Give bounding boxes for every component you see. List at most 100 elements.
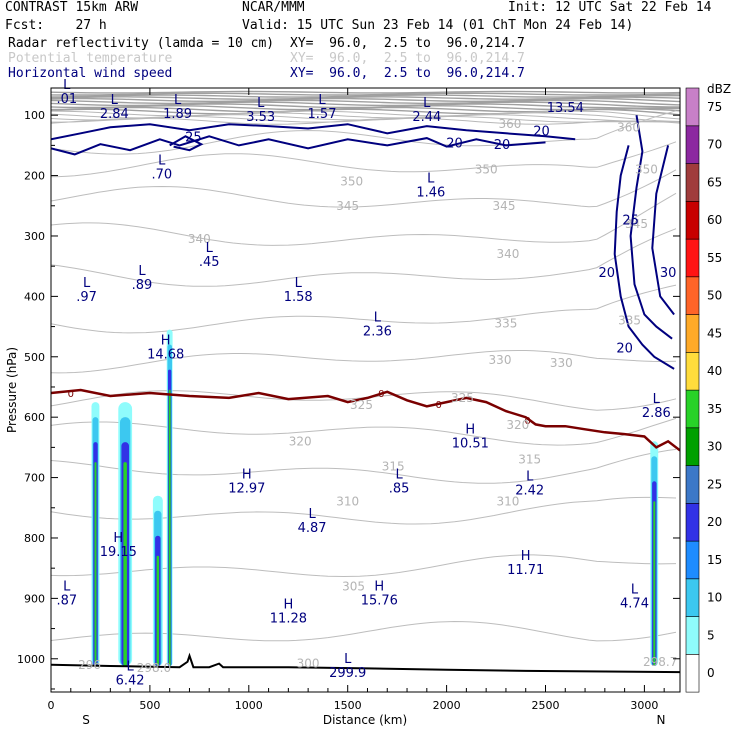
theta-label: 345 [625,217,648,231]
theta-label: 340 [496,247,519,261]
extremum-value: 19.15 [100,545,137,560]
upper-theta-line [51,92,680,96]
upper-theta-line [51,108,680,116]
extremum-value: .85 [389,482,410,497]
extremum-type: H [284,598,294,613]
x-tick-label: 2500 [531,699,559,712]
center-label: NCAR/MMM [242,0,305,15]
extremum-type: L [63,78,71,93]
reflectivity-band [653,501,656,666]
extremum-type: L [395,468,403,483]
y-tick-label: 400 [24,290,45,303]
theta-label: 310 [336,495,359,509]
y-tick-label: 300 [24,230,45,243]
theta-contour [51,141,677,178]
freezing-level-label: 0 [525,416,531,427]
extremum-value: .45 [199,255,220,270]
wind-contour [651,145,675,316]
extremum-value: 4.87 [298,521,327,536]
theta-label: 350 [340,175,363,189]
north-end-label: N [657,713,666,727]
extremum-value: 2.36 [363,325,392,340]
colorbar-label: 0 [707,666,715,680]
colorbar-swatch [685,314,700,353]
theta-label: 298.0 [137,661,171,675]
theta-label: 340 [188,232,211,246]
extremum-type: L [526,469,534,484]
reflectivity-columns [91,329,659,666]
theta-label: 360 [617,120,640,134]
field-wind-name: Horizontal wind speed [8,66,173,81]
colorbar-unit: dBZ [707,82,731,96]
theta-label: 350 [475,163,498,177]
colorbar-swatch [685,616,700,655]
x-axis-title: Distance (km) [323,713,407,727]
extremum-type: L [158,154,166,169]
contour-labels: 360 360 350 350 350 345 345 345 340 340 335 335 330 3… [56,78,677,689]
field-theta-xy: XY= 96.0, 2.5 to 96.0,214.7 [290,51,525,66]
wind-contour [629,115,673,340]
wind-contour [169,135,204,152]
upper-theta-line [51,117,680,125]
extremum-type: L [344,652,352,667]
freezing-level-group: 0 0 0 0 [51,388,680,452]
extremum-value: .87 [56,593,77,608]
colorbar-swatch [685,502,700,542]
theta-contour [51,169,677,208]
extremum-type: L [174,93,182,108]
wind-contours [51,115,675,370]
theta-label: 350 [635,163,658,177]
y-tick-label: 600 [24,411,45,424]
reflectivity-colorbar: 0 5 10 15 20 25 30 35 40 45 50 55 60 65 70 75 dBZ [685,82,731,693]
colorbar-label: 40 [707,364,722,378]
colorbar-swatch [685,87,700,127]
model-title: CONTRAST 15km ARW [5,0,139,15]
upper-theta-line [51,116,680,123]
field-theta-name: Potential temperature [8,51,173,66]
extremum-value: .97 [76,290,97,305]
extremum-value: 2.86 [642,406,671,421]
extremum-type: L [206,241,214,256]
extremum-type: L [374,311,382,326]
extremum-type: L [63,579,71,594]
theta-label: 360 [498,117,521,131]
reflectivity-band [156,555,160,666]
terrain-group [51,652,680,674]
colorbar-label: 25 [707,477,722,491]
y-tick-label: 500 [24,351,45,364]
theta-label: 345 [493,199,516,213]
upper-theta-bundle [51,90,680,125]
colorbar-label: 45 [707,326,722,340]
theta-contour [51,496,677,525]
upper-theta-line [51,110,680,120]
upper-theta-line [51,94,680,98]
extremum-type: H [113,531,123,546]
wind-contour [51,135,546,156]
wind-label: 20 [446,136,463,151]
extremum-type: L [83,276,91,291]
init-time: Init: 12 UTC Sat 22 Feb 14 [508,0,712,15]
extremum-value: 11.28 [270,612,307,627]
colorbar-label: 15 [707,553,722,567]
extremum-value: 1.57 [308,107,337,122]
colorbar-label: 30 [707,440,722,454]
wind-label: 30 [660,266,677,281]
colorbar-label: 35 [707,402,722,416]
extremum-value: 6.42 [116,674,145,689]
wind-label: 25 [185,130,202,145]
theta-label: 300 [297,657,320,671]
wind-contour [51,123,576,141]
extremum-type: H [465,422,475,437]
theta-contour [51,448,677,484]
x-tick-label: 0 [48,699,55,712]
theta-label: 315 [382,460,405,474]
extremum-type: L [308,507,316,522]
y-tick-label: 1000 [17,653,45,666]
theta-label: 335 [618,314,641,328]
extremum-value: 11.71 [507,563,544,578]
extremum-value: 2.84 [100,107,129,122]
colorbar-label: 55 [707,251,722,265]
theta-contour [51,417,677,446]
colorbar-swatch [685,465,700,504]
reflectivity-band [94,462,97,666]
